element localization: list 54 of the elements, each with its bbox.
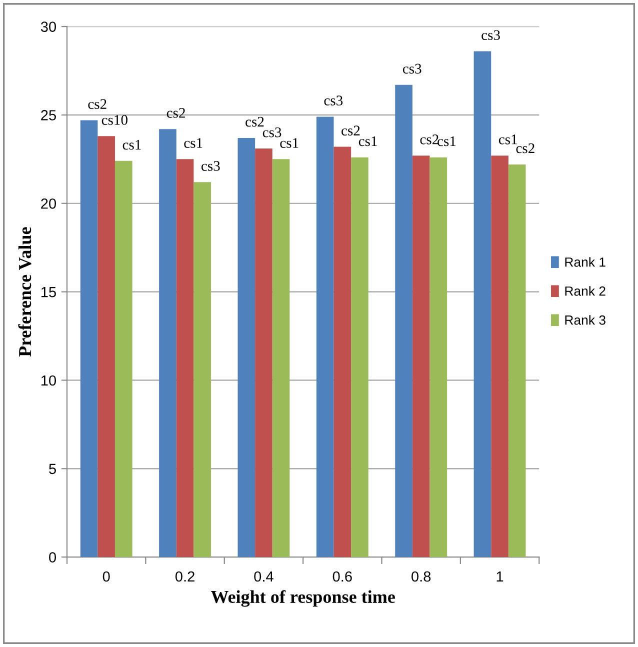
data-label: cs1 <box>498 134 517 144</box>
bar <box>272 159 290 558</box>
bar <box>474 51 492 558</box>
data-label: cs2 <box>342 126 360 136</box>
bar <box>508 164 526 558</box>
bar <box>176 159 194 558</box>
y-tick-label: 15 <box>41 287 56 298</box>
x-tick-label: 0.4 <box>254 571 274 582</box>
bar <box>351 157 368 558</box>
data-label: cs2 <box>420 134 438 144</box>
data-label: cs3 <box>324 96 343 106</box>
data-label: cs2 <box>516 143 534 154</box>
data-label: cs1 <box>184 138 202 148</box>
y-tick-label: 10 <box>41 375 56 386</box>
x-tick-label: 0.2 <box>175 571 194 582</box>
bar <box>255 148 272 558</box>
data-label: cs2 <box>88 99 106 109</box>
data-label: cs3 <box>202 161 220 171</box>
bar <box>238 138 256 558</box>
legend-label: Rank 2 <box>565 286 606 296</box>
y-axis-title: Preference Value <box>18 227 32 357</box>
y-tick-label: 25 <box>41 110 56 120</box>
x-tick-label: 0.6 <box>332 571 352 582</box>
legend-label: Rank 3 <box>565 315 606 325</box>
x-tick-label: 0.8 <box>412 571 431 582</box>
data-label: cs3 <box>402 64 422 74</box>
data-label: cs3 <box>262 127 282 138</box>
data-label: cs1 <box>438 136 456 146</box>
x-tick-label: 1 <box>496 571 504 582</box>
bar <box>395 84 412 558</box>
y-tick-label: 0 <box>49 552 56 562</box>
data-label: cs2 <box>166 108 185 118</box>
bar <box>194 182 211 558</box>
bar <box>430 157 448 558</box>
data-label: cs10 <box>102 115 128 125</box>
data-label: cs1 <box>122 140 141 150</box>
x-axis-title: Weight of response time <box>210 590 395 607</box>
bar <box>491 156 508 558</box>
data-label: cs3 <box>482 30 500 40</box>
bar <box>114 160 132 558</box>
bar <box>80 120 98 558</box>
legend-label: Rank 1 <box>565 257 606 267</box>
y-tick-label: 20 <box>41 198 56 209</box>
bar <box>316 116 334 558</box>
data-label: cs2 <box>246 116 264 127</box>
x-tick-label: 0 <box>102 571 110 582</box>
y-tick-label: 5 <box>49 464 56 474</box>
bar <box>334 146 352 558</box>
data-label: cs1 <box>358 136 377 146</box>
y-tick-label: 30 <box>40 22 56 32</box>
bar <box>98 136 115 558</box>
data-label: cs1 <box>280 138 298 148</box>
bar <box>412 156 430 558</box>
bar <box>159 129 176 558</box>
